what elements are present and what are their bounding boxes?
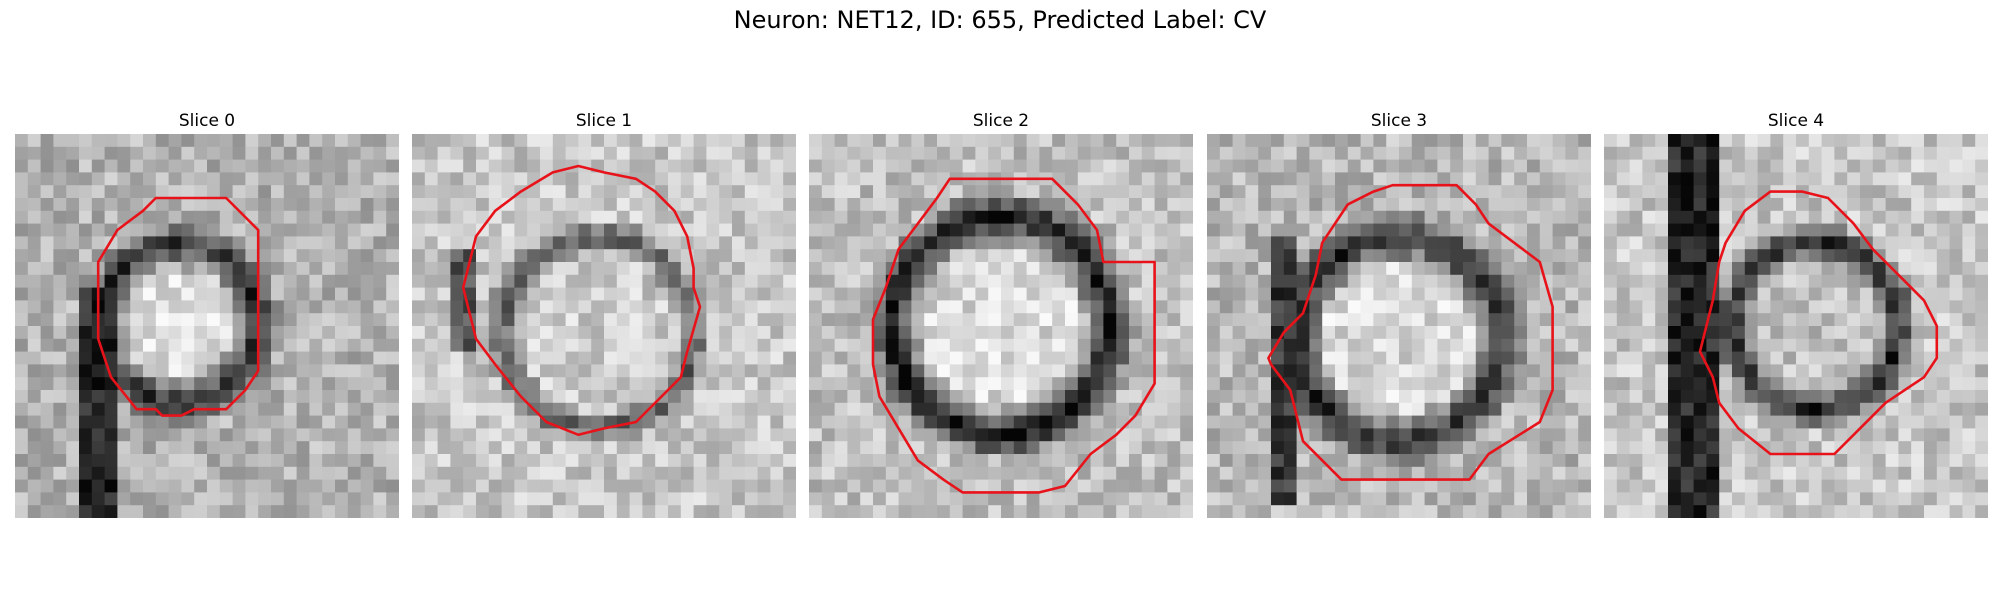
slice-image [412, 134, 796, 518]
slice-panel-2: Slice 2 [809, 108, 1193, 518]
slice-title: Slice 0 [178, 111, 236, 131]
slice-title: Slice 2 [972, 111, 1030, 131]
cell-contour [1267, 183, 1554, 481]
cell-contour [871, 177, 1156, 494]
slice-title: Slice 1 [575, 111, 633, 131]
slice-image [1604, 134, 1988, 518]
cell-contour [461, 164, 702, 437]
slice-title: Slice 4 [1767, 111, 1825, 131]
slice-title: Slice 3 [1370, 111, 1428, 131]
cell-contour [1698, 190, 1939, 456]
slice-panel-0: Slice 0 [15, 108, 399, 518]
slice-image [1207, 134, 1591, 518]
slice-image [15, 134, 399, 518]
slice-panel-1: Slice 1 [412, 108, 796, 518]
cell-contour [96, 196, 260, 417]
slice-image [809, 134, 1193, 518]
figure-title: Neuron: NET12, ID: 655, Predicted Label:… [733, 6, 1267, 34]
slice-panel-3: Slice 3 [1207, 108, 1591, 518]
slice-panel-4: Slice 4 [1604, 108, 1988, 518]
